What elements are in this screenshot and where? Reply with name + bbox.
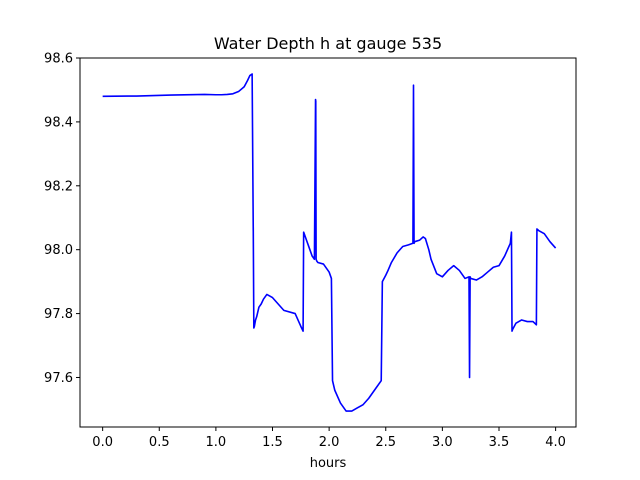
plot-frame — [79, 57, 577, 428]
x-tick-label: 2.0 — [319, 435, 340, 450]
series-line-0 — [102, 73, 557, 412]
plot-area — [80, 58, 576, 427]
y-axis: 97.6 97.8 98.0 98.2 98.4 98.6 — [44, 52, 80, 386]
chart-title: Water Depth h at gauge 535 — [214, 34, 442, 53]
y-tick-label: 98.4 — [44, 115, 73, 130]
x-tick-label: 3.5 — [489, 435, 510, 450]
x-tick-label: 3.0 — [432, 435, 453, 450]
y-tick-label: 98.2 — [44, 179, 73, 194]
x-tick-label: 2.5 — [375, 435, 396, 450]
x-tick-label: 1.5 — [262, 435, 283, 450]
x-tick-label: 4.0 — [545, 435, 566, 450]
x-tick-label: 0.5 — [149, 435, 170, 450]
series-layer — [102, 73, 557, 412]
y-tick-label: 98.0 — [44, 243, 73, 258]
x-axis: 0.0 0.5 1.0 1.5 2.0 2.5 3.0 3.5 4.0 — [92, 427, 566, 450]
y-tick-label: 97.8 — [44, 307, 73, 322]
x-tick-label: 1.0 — [206, 435, 227, 450]
y-tick-label: 97.6 — [44, 371, 73, 386]
y-tick-label: 98.6 — [44, 52, 73, 67]
x-axis-title: hours — [310, 456, 347, 471]
x-tick-label: 0.0 — [92, 435, 113, 450]
